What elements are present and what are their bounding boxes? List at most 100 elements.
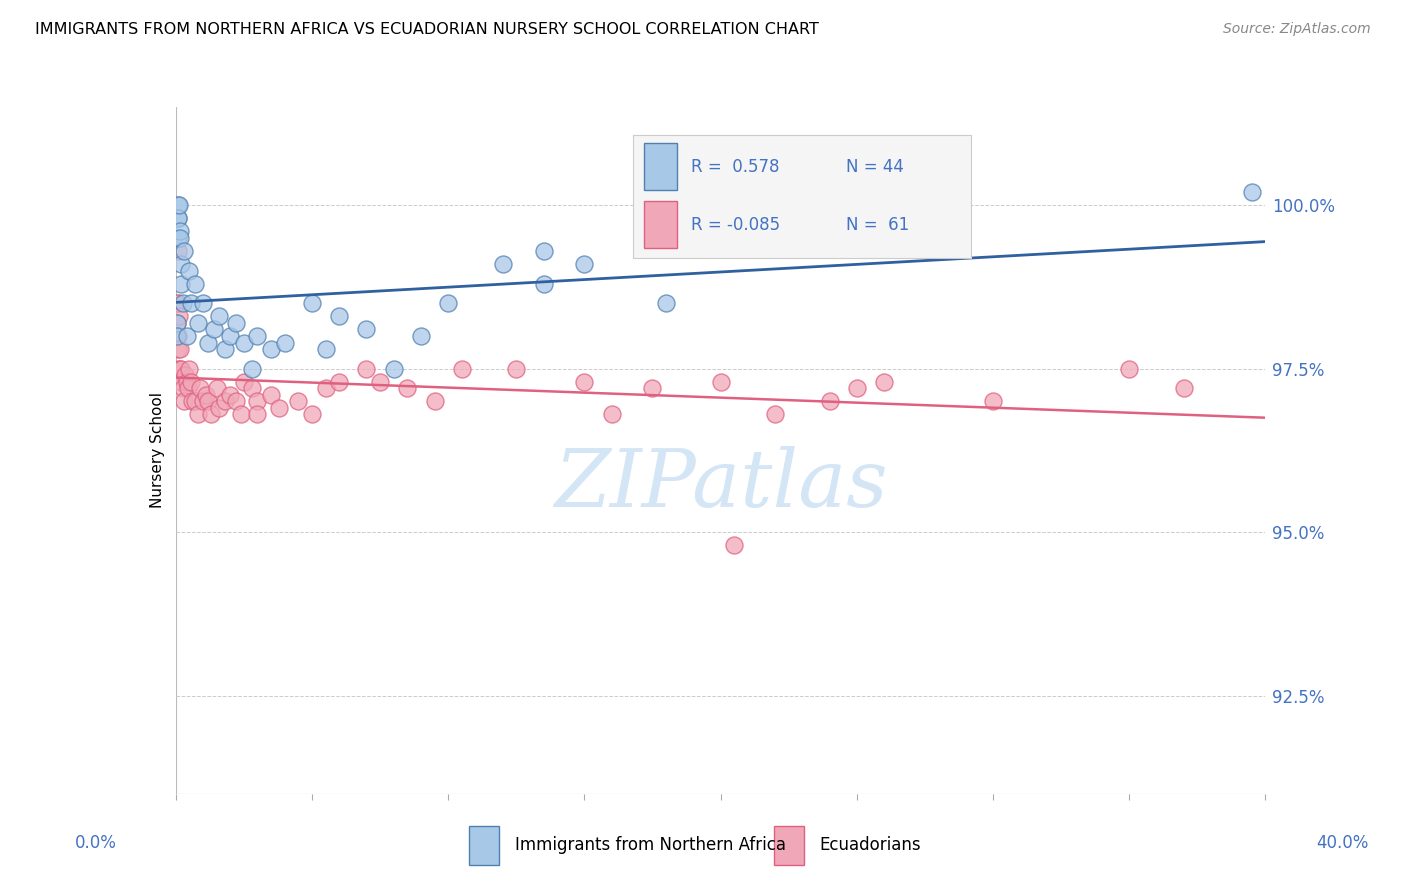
Point — [194, 388, 217, 402]
Point — [287, 394, 309, 409]
Point — [181, 394, 204, 409]
Point — [186, 408, 209, 422]
Point — [368, 375, 391, 389]
Point — [169, 257, 191, 271]
Point — [274, 335, 297, 350]
Point — [328, 375, 350, 389]
Point — [169, 361, 191, 376]
Text: 40.0%: 40.0% — [1316, 834, 1369, 852]
Text: Source: ZipAtlas.com: Source: ZipAtlas.com — [1223, 22, 1371, 37]
Point — [246, 329, 269, 343]
Point — [166, 296, 188, 310]
Point — [600, 408, 623, 422]
Point — [167, 244, 190, 258]
Point — [176, 375, 198, 389]
Point — [208, 401, 231, 415]
Text: IMMIGRANTS FROM NORTHERN AFRICA VS ECUADORIAN NURSERY SCHOOL CORRELATION CHART: IMMIGRANTS FROM NORTHERN AFRICA VS ECUAD… — [35, 22, 820, 37]
Point — [166, 329, 188, 343]
Point — [763, 408, 786, 422]
Point — [167, 211, 190, 226]
Point — [231, 408, 253, 422]
Point — [240, 361, 263, 376]
Point — [172, 381, 194, 395]
Point — [188, 381, 211, 395]
Point — [180, 375, 202, 389]
Point — [169, 231, 191, 245]
Point — [167, 231, 190, 245]
Point — [191, 296, 214, 310]
Point — [169, 361, 191, 376]
Point — [225, 394, 247, 409]
Point — [191, 394, 214, 409]
Point — [574, 375, 596, 389]
Point — [179, 361, 201, 376]
Point — [845, 231, 868, 245]
Point — [246, 408, 269, 422]
Point — [315, 342, 337, 356]
Point — [174, 368, 197, 383]
Point — [167, 361, 190, 376]
Point — [873, 375, 896, 389]
Point — [186, 316, 209, 330]
Point — [166, 316, 188, 330]
Point — [176, 329, 198, 343]
Point — [845, 381, 868, 395]
Point — [533, 244, 555, 258]
Point — [396, 381, 419, 395]
Point — [172, 296, 194, 310]
Point — [173, 244, 195, 258]
Point — [818, 394, 841, 409]
Point — [167, 198, 190, 212]
Point — [166, 316, 188, 330]
Point — [1240, 185, 1263, 199]
Point — [197, 394, 219, 409]
Point — [409, 329, 432, 343]
Point — [981, 394, 1004, 409]
Point — [180, 296, 202, 310]
Point — [574, 257, 596, 271]
Text: ZIPatlas: ZIPatlas — [554, 446, 887, 524]
Point — [184, 394, 207, 409]
Point — [167, 198, 190, 212]
Point — [208, 310, 231, 324]
Point — [710, 375, 733, 389]
Point — [315, 381, 337, 395]
Point — [197, 335, 219, 350]
Point — [167, 296, 190, 310]
Point — [167, 310, 190, 324]
Point — [205, 381, 228, 395]
Point — [200, 408, 222, 422]
Point — [170, 277, 193, 291]
Point — [170, 375, 193, 389]
Point — [184, 277, 207, 291]
Point — [356, 322, 378, 336]
Point — [655, 296, 678, 310]
Point — [169, 224, 191, 238]
Point — [1173, 381, 1195, 395]
Point — [167, 342, 190, 356]
Point — [177, 381, 200, 395]
Point — [214, 394, 236, 409]
Point — [423, 394, 446, 409]
Point — [219, 388, 242, 402]
Point — [169, 342, 191, 356]
Point — [492, 257, 515, 271]
Point — [240, 381, 263, 395]
Point — [450, 361, 472, 376]
Point — [202, 322, 225, 336]
Point — [437, 296, 460, 310]
Point — [269, 401, 291, 415]
Point — [173, 394, 195, 409]
Point — [328, 310, 350, 324]
Point — [356, 361, 378, 376]
Point — [301, 296, 323, 310]
Y-axis label: Nursery School: Nursery School — [149, 392, 165, 508]
Point — [723, 538, 745, 552]
Point — [1118, 361, 1140, 376]
Point — [382, 361, 405, 376]
Point — [246, 394, 269, 409]
Point — [219, 329, 242, 343]
Point — [232, 375, 254, 389]
Point — [179, 263, 201, 277]
Point — [167, 211, 190, 226]
